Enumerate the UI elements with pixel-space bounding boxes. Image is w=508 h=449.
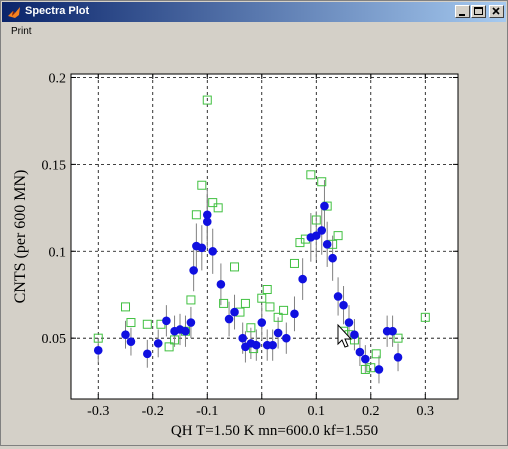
data-point-circle	[197, 243, 207, 253]
data-point-circle	[126, 337, 136, 346]
data-point-square	[126, 318, 136, 328]
x-tick-label: -0.3	[87, 404, 109, 419]
figure-area: -0.3 -0.2 -0.1 0 0.1 0.2 0.3 0.05 0.1 0.15 0.2 QH T…	[2, 42, 506, 444]
data-point-square	[164, 342, 174, 352]
mouse-cursor-icon	[337, 323, 353, 348]
data-point-circle	[257, 318, 267, 327]
data-point-circle	[230, 307, 239, 317]
y-tick-label: 0.05	[42, 332, 67, 347]
data-point-circle	[317, 226, 327, 235]
data-point-square	[366, 363, 376, 373]
matlab-logo-icon	[8, 7, 20, 18]
data-point-square	[371, 349, 381, 359]
data-point-circle	[333, 292, 343, 301]
data-point-circle	[328, 253, 337, 263]
data-point-square	[360, 364, 370, 374]
data-point-square	[197, 180, 207, 190]
y-tick-label: 0.1	[49, 245, 67, 260]
data-point-circle	[208, 246, 218, 256]
data-point-circle	[350, 330, 359, 339]
x-tick-label: -0.2	[142, 404, 164, 419]
data-point-circle	[339, 300, 348, 310]
maximize-button[interactable]	[471, 5, 486, 18]
x-tick-label: 0.3	[417, 404, 435, 419]
data-point-square	[186, 295, 196, 305]
data-point-circle	[181, 326, 190, 336]
data-point-circle	[202, 217, 212, 227]
data-point-square	[93, 333, 103, 343]
data-point-square	[279, 305, 289, 315]
data-point-square	[246, 323, 256, 333]
close-icon	[492, 7, 500, 15]
minimize-icon	[459, 14, 465, 16]
data-point-circle	[290, 309, 299, 319]
data-point-square	[333, 231, 343, 241]
menu-item-print[interactable]: Print	[11, 26, 32, 37]
plot-frame	[70, 73, 459, 400]
data-point-circle	[361, 354, 370, 364]
data-point-circle	[320, 201, 329, 211]
y-axis-label: CNTS (per 600 MN)	[12, 170, 29, 304]
data-point-square	[311, 215, 321, 225]
data-point-circle	[224, 314, 234, 324]
data-point-circle	[162, 316, 171, 326]
data-point-square	[170, 335, 180, 345]
data-point-square	[257, 293, 267, 303]
data-point-square	[317, 177, 327, 187]
data-point-circle	[143, 349, 152, 359]
data-point-circle	[121, 330, 130, 339]
data-point-square	[230, 262, 240, 272]
spectra-chart: -0.3 -0.2 -0.1 0 0.1 0.2 0.3 0.05 0.1 0.15 0.2 QH T…	[12, 71, 459, 439]
data-point-circle	[344, 318, 354, 327]
data-point-circle	[282, 333, 291, 343]
data-point-circle	[393, 352, 403, 362]
data-point-square	[202, 95, 212, 105]
title-bar[interactable]: Spectra Plot	[2, 2, 506, 22]
data-point-circle	[322, 240, 332, 249]
data-point-circle	[388, 326, 397, 336]
data-point-circle	[268, 340, 277, 350]
data-point-circle	[273, 328, 283, 338]
data-point-square	[213, 203, 223, 213]
data-point-square	[191, 210, 201, 220]
y-tick-label: 0.2	[49, 71, 67, 86]
data-point-circle	[186, 318, 196, 327]
data-point-circle	[311, 231, 321, 240]
data-point-square	[240, 298, 250, 308]
data-point-circle	[93, 346, 103, 355]
data-point-circle	[355, 347, 365, 357]
data-point-square	[289, 258, 299, 268]
data-point-square	[219, 298, 229, 308]
y-tick-label: 0.15	[42, 158, 67, 173]
data-point-square	[420, 312, 430, 322]
data-point-square	[273, 312, 283, 322]
data-point-square	[295, 238, 305, 248]
maximize-icon	[474, 7, 483, 15]
data-point-square	[262, 285, 272, 295]
x-tick-label: 0.1	[308, 404, 326, 419]
data-point-circle	[216, 279, 226, 289]
data-point-square	[265, 302, 275, 312]
data-point-circle	[189, 266, 198, 275]
data-point-square	[208, 198, 218, 208]
window-title: Spectra Plot	[25, 5, 90, 17]
data-point-square	[121, 302, 131, 312]
x-axis-label: QH T=1.50 K mn=600.0 kf=1.550	[171, 423, 378, 439]
data-point-circle	[252, 340, 261, 350]
data-point-circle	[153, 339, 163, 348]
x-tick-label: -0.1	[196, 404, 218, 419]
close-button[interactable]	[489, 5, 504, 18]
menu-bar: Print	[2, 23, 506, 41]
data-point-circle	[374, 365, 384, 374]
plot-background	[71, 74, 458, 399]
data-point-circle	[298, 274, 307, 284]
data-point-square	[306, 170, 316, 180]
minimize-button[interactable]	[455, 5, 470, 18]
data-point-circle	[238, 333, 247, 343]
x-tick-label: 0	[258, 404, 265, 419]
data-point-square	[142, 319, 152, 329]
data-point-square	[393, 333, 403, 343]
x-tick-label: 0.2	[362, 404, 380, 419]
